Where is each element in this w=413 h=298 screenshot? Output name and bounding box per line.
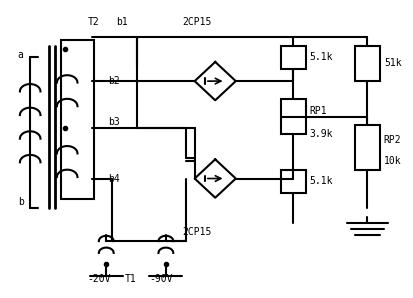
Text: b: b — [18, 197, 24, 207]
Bar — [61, 40, 94, 199]
Text: -90V: -90V — [149, 274, 173, 284]
Bar — [280, 99, 305, 134]
Bar — [280, 170, 305, 193]
Text: T1: T1 — [124, 274, 136, 284]
Text: b2: b2 — [108, 76, 120, 86]
Bar — [280, 46, 305, 69]
Text: RP2: RP2 — [383, 135, 401, 145]
Text: 51k: 51k — [383, 58, 401, 68]
Bar — [354, 46, 379, 81]
Text: RP1: RP1 — [309, 105, 327, 116]
Text: 10k: 10k — [383, 156, 401, 166]
Bar — [354, 125, 379, 170]
Text: 3.9k: 3.9k — [309, 129, 332, 139]
Text: 5.1k: 5.1k — [309, 176, 332, 187]
Text: 5.1k: 5.1k — [309, 52, 332, 63]
Text: 2CP15: 2CP15 — [182, 227, 211, 237]
Text: b4: b4 — [108, 173, 120, 184]
Text: b3: b3 — [108, 117, 120, 128]
Text: 2CP15: 2CP15 — [182, 17, 211, 27]
Text: b1: b1 — [116, 17, 128, 27]
Text: a: a — [18, 49, 24, 60]
Text: T2: T2 — [88, 17, 99, 27]
Text: -20V: -20V — [88, 274, 111, 284]
